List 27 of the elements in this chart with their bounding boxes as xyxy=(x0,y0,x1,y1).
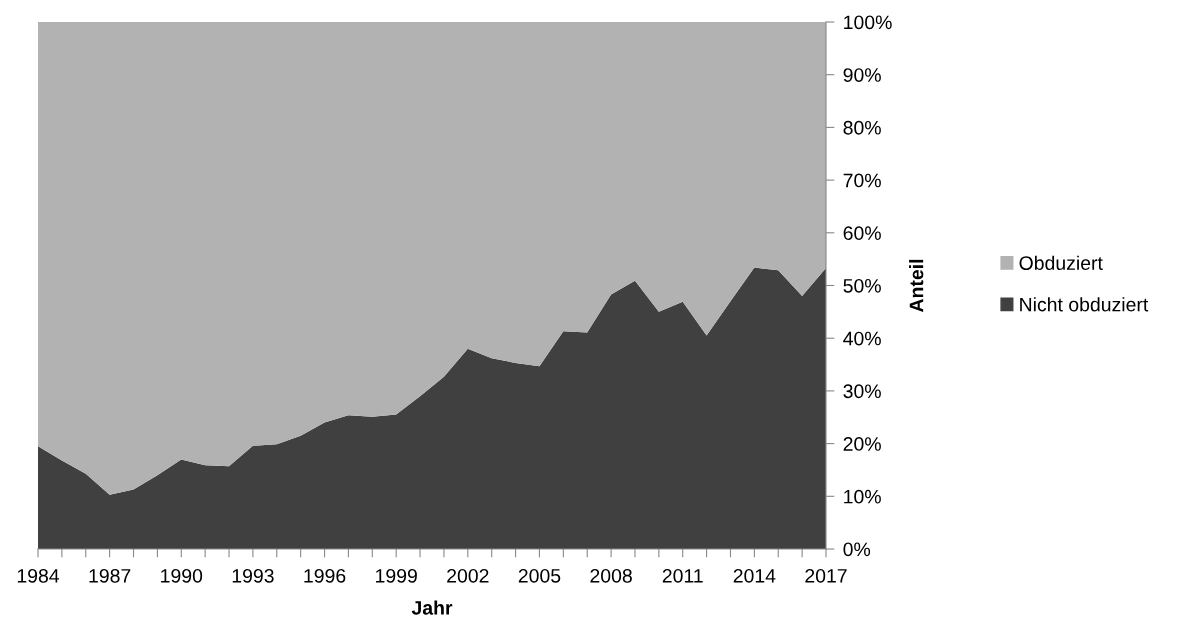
x-tick-label: 2011 xyxy=(662,568,703,583)
x-tick-label: 1999 xyxy=(376,568,417,583)
x-tick-label: 1993 xyxy=(232,568,274,583)
y-tick-label: 50% xyxy=(843,278,881,293)
x-tick-label: 2014 xyxy=(733,568,776,583)
y-tick-label: 90% xyxy=(843,68,881,82)
y-tick-label: 100% xyxy=(844,15,892,30)
y-tick-label: 0% xyxy=(843,542,871,557)
y-tick-label: 60% xyxy=(843,226,881,241)
x-tick-label: 2008 xyxy=(590,568,632,583)
y-tick-label: 10% xyxy=(844,489,881,504)
y-tick-label: 80% xyxy=(843,120,881,135)
x-tick-label: 1987 xyxy=(89,568,131,583)
x-axis-title: Jahr xyxy=(411,600,453,615)
x-tick-label: 2017 xyxy=(805,568,847,583)
y-tick-label: 70% xyxy=(843,173,881,188)
legend-label: Obduziert xyxy=(1019,255,1103,270)
x-tick-label: 2002 xyxy=(447,568,489,583)
y-axis-title: Anteil xyxy=(909,259,924,313)
y-tick-label: 40% xyxy=(843,331,881,346)
y-tick-label: 20% xyxy=(843,437,881,451)
x-tick-label: 1996 xyxy=(304,568,346,583)
x-tick-label: 1984 xyxy=(17,568,60,583)
y-tick-label: 30% xyxy=(843,384,881,399)
x-tick-label: 2005 xyxy=(518,568,561,583)
legend-label: Nicht obduziert xyxy=(1020,297,1149,312)
x-tick-label: 1990 xyxy=(161,568,203,583)
